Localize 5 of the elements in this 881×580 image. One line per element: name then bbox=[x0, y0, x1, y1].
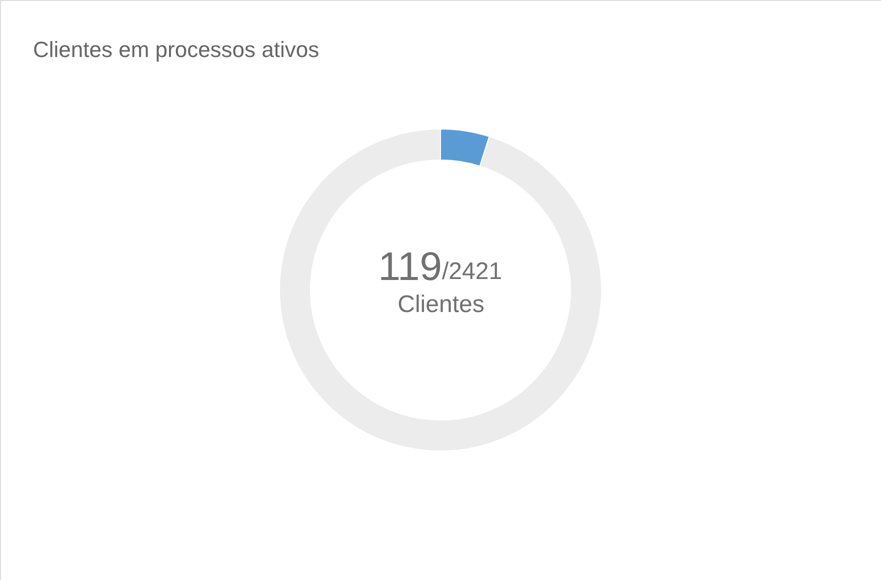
text: 119 bbox=[378, 245, 442, 289]
text: /2421 bbox=[442, 258, 502, 285]
donut-slice bbox=[279, 128, 602, 452]
text: Clientes bbox=[398, 291, 484, 318]
chart-title: Clientes em processos ativos bbox=[33, 37, 320, 62]
